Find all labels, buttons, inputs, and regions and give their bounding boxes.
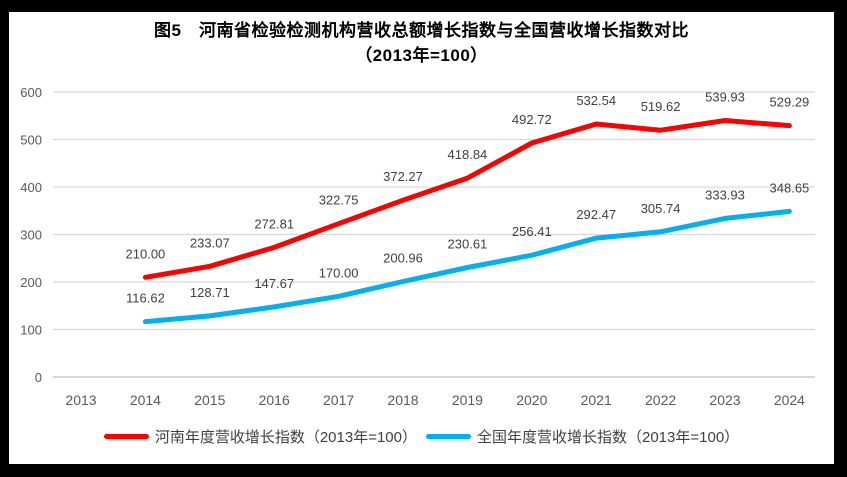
legend-label-national: 全国年度营收增长指数（2013年=100）: [477, 429, 740, 446]
legend-label-henan: 河南年度营收增长指数（2013年=100）: [154, 429, 417, 446]
svg-text:2017: 2017: [323, 392, 354, 408]
svg-text:532.54: 532.54: [576, 93, 616, 108]
svg-text:500: 500: [20, 133, 42, 148]
svg-text:333.93: 333.93: [705, 187, 745, 202]
svg-text:2021: 2021: [581, 392, 612, 408]
chart-title: 图5 河南省检验检测机构营收总额增长指数与全国营收增长指数对比 （2013年=1…: [9, 18, 834, 68]
svg-text:116.62: 116.62: [126, 291, 165, 306]
henan-series-line-icon: [103, 434, 149, 439]
svg-text:300: 300: [20, 228, 42, 243]
svg-text:0: 0: [35, 370, 42, 385]
svg-text:2013: 2013: [65, 392, 96, 408]
svg-text:210.00: 210.00: [126, 246, 166, 261]
svg-text:2015: 2015: [194, 392, 225, 408]
svg-text:322.75: 322.75: [319, 193, 359, 208]
national-series-line-icon: [426, 434, 471, 439]
svg-text:2024: 2024: [774, 392, 805, 408]
chart-title-line1: 图5 河南省检验检测机构营收总额增长指数与全国营收增长指数对比: [154, 21, 689, 40]
svg-text:400: 400: [20, 180, 42, 195]
svg-text:200: 200: [20, 275, 42, 290]
svg-text:170.00: 170.00: [319, 265, 359, 280]
svg-text:2022: 2022: [645, 392, 676, 408]
chart-title-line2: （2013年=100）: [355, 46, 488, 65]
svg-text:233.07: 233.07: [190, 235, 230, 250]
svg-text:147.67: 147.67: [254, 276, 294, 291]
svg-text:519.62: 519.62: [641, 99, 681, 114]
svg-text:2018: 2018: [387, 392, 418, 408]
legend-item-national: 全国年度营收增长指数（2013年=100）: [426, 426, 739, 447]
svg-text:418.84: 418.84: [448, 147, 488, 162]
svg-text:256.41: 256.41: [512, 224, 552, 239]
svg-text:2016: 2016: [259, 392, 290, 408]
svg-text:128.71: 128.71: [190, 285, 230, 300]
svg-text:600: 600: [20, 85, 42, 100]
svg-text:200.96: 200.96: [383, 251, 423, 266]
svg-text:529.29: 529.29: [770, 95, 810, 110]
svg-text:539.93: 539.93: [705, 90, 745, 105]
svg-text:492.72: 492.72: [512, 112, 552, 127]
legend: 河南年度营收增长指数（2013年=100） 全国年度营收增长指数（2013年=1…: [9, 426, 834, 447]
plot-area: 0 100 200 300 400 500 600 2013 2014 2015 2016 2017 2…: [20, 85, 815, 408]
svg-text:2023: 2023: [709, 392, 740, 408]
svg-text:2014: 2014: [130, 392, 161, 408]
svg-text:2020: 2020: [516, 392, 547, 408]
svg-text:230.61: 230.61: [448, 236, 488, 251]
svg-text:272.81: 272.81: [254, 216, 294, 231]
legend-item-henan: 河南年度营收增长指数（2013年=100）: [103, 426, 417, 447]
svg-text:348.65: 348.65: [770, 180, 810, 195]
svg-text:292.47: 292.47: [576, 207, 616, 222]
svg-text:2019: 2019: [452, 392, 483, 408]
svg-text:372.27: 372.27: [383, 169, 423, 184]
svg-text:100: 100: [20, 323, 42, 338]
svg-text:305.74: 305.74: [641, 201, 681, 216]
